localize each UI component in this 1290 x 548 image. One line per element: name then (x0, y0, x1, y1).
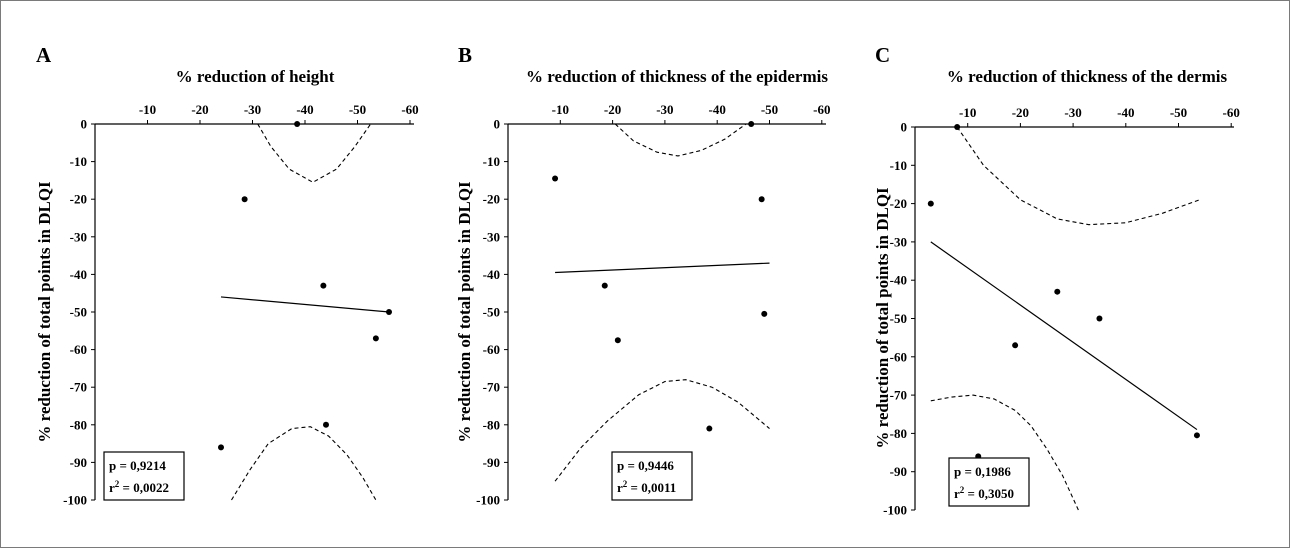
stats-p-value: p = 0,1986 (954, 464, 1011, 479)
y-tick-label: -100 (63, 493, 87, 508)
y-tick-label: -70 (70, 380, 87, 395)
y-tick-label: -50 (70, 305, 87, 320)
confidence-band-upper (615, 124, 746, 156)
confidence-band-upper (258, 124, 371, 182)
data-point (1054, 289, 1060, 295)
regression-line (931, 242, 1197, 430)
y-tick-label: 0 (901, 120, 908, 135)
x-tick-label: -30 (1064, 105, 1081, 120)
y-tick-label: -90 (890, 464, 907, 479)
x-tick-label: -60 (1223, 105, 1240, 120)
panel-label: A (36, 43, 52, 67)
y-tick-label: -70 (483, 380, 500, 395)
y-tick-label: -100 (476, 493, 500, 508)
data-point (706, 426, 712, 432)
y-tick-label: -60 (890, 349, 907, 364)
data-point (615, 337, 621, 343)
y-tick-label: -90 (70, 455, 87, 470)
y-tick-label: -60 (70, 342, 87, 357)
r2-value: = 0,0022 (119, 480, 169, 495)
data-point (759, 196, 765, 202)
x-tick-label: -60 (401, 102, 418, 117)
panel-title: % reduction of thickness of the epidermi… (526, 67, 828, 86)
y-tick-label: -10 (70, 154, 87, 169)
regression-line (221, 297, 389, 312)
y-tick-label: -30 (70, 229, 87, 244)
y-tick-label: -40 (70, 267, 87, 282)
x-tick-label: -50 (1170, 105, 1187, 120)
y-tick-label: -100 (883, 503, 907, 518)
data-point (320, 283, 326, 289)
r2-value: = 0,0011 (627, 480, 676, 495)
x-tick-label: -20 (191, 102, 208, 117)
data-point (294, 121, 300, 127)
y-tick-label: 0 (81, 117, 88, 132)
y-tick-label: -20 (483, 192, 500, 207)
y-tick-label: -80 (890, 426, 907, 441)
panel-label: B (458, 43, 472, 67)
x-tick-label: -50 (761, 102, 778, 117)
data-point (373, 335, 379, 341)
r2-value: = 0,3050 (964, 486, 1014, 501)
x-tick-label: -60 (813, 102, 830, 117)
y-tick-label: -20 (890, 196, 907, 211)
x-tick-label: -20 (1012, 105, 1029, 120)
y-tick-label: -20 (70, 192, 87, 207)
confidence-band-upper (957, 127, 1199, 225)
y-tick-label: -40 (890, 273, 907, 288)
data-point (748, 121, 754, 127)
x-tick-label: -40 (1117, 105, 1134, 120)
panel-b: B % reduction of thickness of the epiderm… (455, 43, 830, 508)
y-tick-label: -80 (483, 417, 500, 432)
y-tick-label: -10 (890, 158, 907, 173)
data-point (218, 444, 224, 450)
data-point (761, 311, 767, 317)
y-tick-label: -70 (890, 388, 907, 403)
x-tick-label: -40 (709, 102, 726, 117)
y-tick-label: -30 (890, 234, 907, 249)
x-tick-label: -40 (296, 102, 313, 117)
y-axis-label: % reduction of total points in DLQI (455, 181, 474, 443)
data-point (1096, 316, 1102, 322)
data-point (552, 176, 558, 182)
x-tick-label: -30 (244, 102, 261, 117)
data-point (386, 309, 392, 315)
y-tick-label: -50 (890, 311, 907, 326)
x-tick-label: -10 (139, 102, 156, 117)
y-tick-label: -10 (483, 154, 500, 169)
y-axis-label: % reduction of total points in DLQI (35, 181, 54, 443)
panel-title: % reduction of height (176, 67, 335, 86)
y-tick-label: -80 (70, 417, 87, 432)
data-point (242, 196, 248, 202)
data-point (1012, 342, 1018, 348)
y-tick-label: -30 (483, 229, 500, 244)
x-tick-label: -50 (349, 102, 366, 117)
data-point (602, 283, 608, 289)
data-point (1194, 432, 1200, 438)
confidence-band-lower (232, 427, 376, 500)
y-tick-label: 0 (494, 117, 501, 132)
panel-title: % reduction of thickness of the dermis (947, 67, 1228, 86)
stats-p-value: p = 0,9214 (109, 458, 166, 473)
y-tick-label: -90 (483, 455, 500, 470)
panel-a: A % reduction of height % reduction of tot… (35, 43, 419, 508)
x-tick-label: -10 (959, 105, 976, 120)
panel-label: C (875, 43, 890, 67)
data-point (954, 124, 960, 130)
y-tick-label: -60 (483, 342, 500, 357)
stats-p-value: p = 0,9446 (617, 458, 674, 473)
y-tick-label: -50 (483, 305, 500, 320)
x-tick-label: -20 (604, 102, 621, 117)
x-tick-label: -30 (656, 102, 673, 117)
panel-c: C % reduction of thickness of the dermis%… (873, 43, 1240, 518)
x-tick-label: -10 (552, 102, 569, 117)
data-point (928, 201, 934, 207)
y-tick-label: -40 (483, 267, 500, 282)
regression-line (555, 263, 769, 272)
data-point (323, 422, 329, 428)
